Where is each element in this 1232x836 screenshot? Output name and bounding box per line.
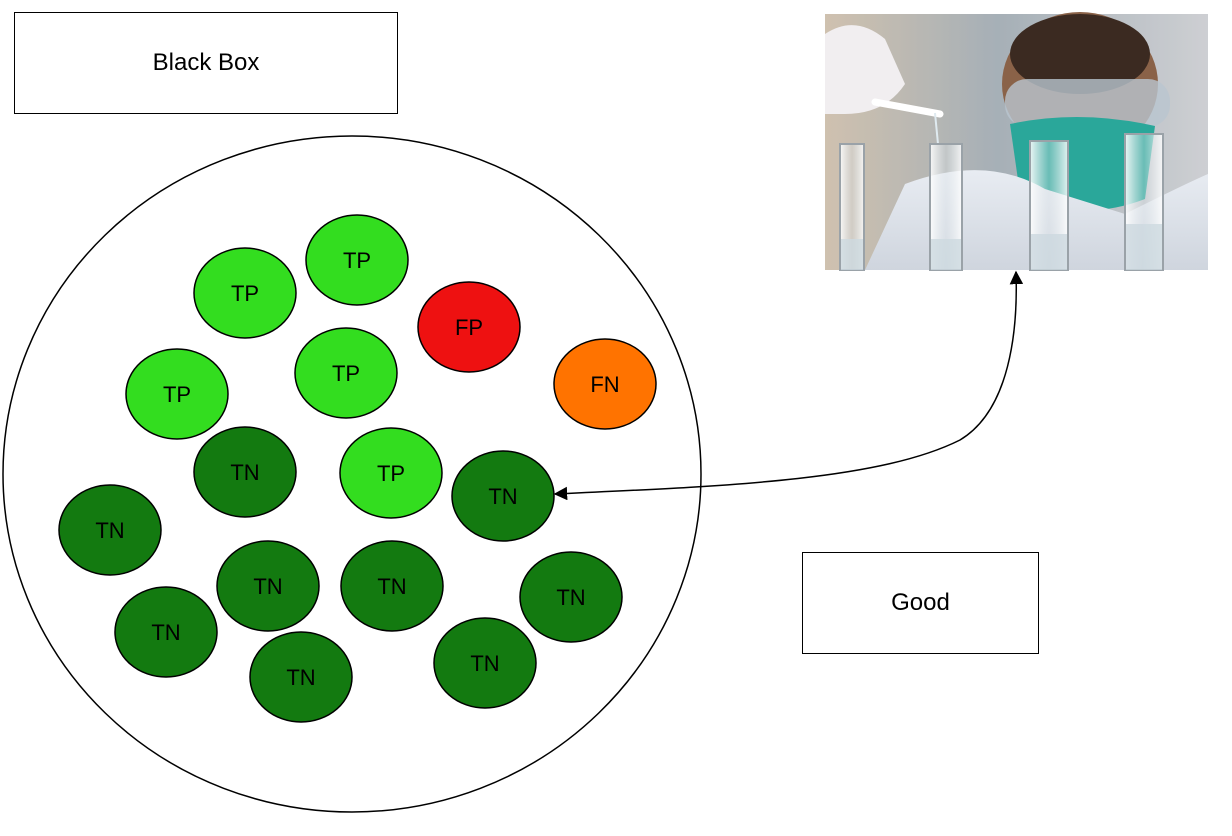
node-tp-4: TP (125, 348, 229, 440)
good-label-box: Good (802, 552, 1039, 654)
lab-photo (825, 12, 1208, 271)
node-label: TN (488, 484, 517, 509)
node-fn-1: FN (553, 338, 657, 430)
node-circle (193, 247, 297, 339)
node-circle (294, 327, 398, 419)
node-tn-2: TN (451, 450, 555, 542)
node-circle (433, 617, 537, 709)
node-label: TN (253, 574, 282, 599)
node-tp-1: TP (193, 247, 297, 339)
node-label: TP (343, 248, 371, 273)
node-label: TP (231, 281, 259, 306)
node-tp-3: TP (294, 327, 398, 419)
node-label: TN (151, 620, 180, 645)
node-circle (451, 450, 555, 542)
node-circle (114, 586, 218, 678)
node-circle (340, 540, 444, 632)
node-label: TN (95, 518, 124, 543)
node-circle (339, 427, 443, 519)
node-tn-7: TN (114, 586, 218, 678)
node-label: TP (332, 361, 360, 386)
black-box-label: Black Box (152, 49, 260, 76)
node-label: TN (377, 574, 406, 599)
node-label: TN (470, 651, 499, 676)
node-circle (58, 484, 162, 576)
node-tn-6: TN (519, 551, 623, 643)
node-tn-4: TN (216, 540, 320, 632)
node-label: TP (377, 461, 405, 486)
node-tp-5: TP (339, 427, 443, 519)
node-circle (193, 426, 297, 518)
node-tn-1: TN (193, 426, 297, 518)
node-label: FN (590, 372, 619, 397)
node-label: TN (286, 665, 315, 690)
node-tp-2: TP (305, 214, 409, 306)
node-fp-1: FP (417, 281, 521, 373)
node-circle (417, 281, 521, 373)
node-label: TP (163, 382, 191, 407)
node-circle (305, 214, 409, 306)
node-label: TN (556, 585, 585, 610)
good-label: Good (891, 589, 950, 616)
node-circle (519, 551, 623, 643)
node-circle (249, 631, 353, 723)
node-tn-3: TN (58, 484, 162, 576)
link-arrow (553, 270, 1024, 501)
node-tn-9: TN (249, 631, 353, 723)
node-tn-8: TN (433, 617, 537, 709)
node-circle (125, 348, 229, 440)
node-tn-5: TN (340, 540, 444, 632)
node-circle (216, 540, 320, 632)
nodes-layer: TP TP FP TP FN TP TN TP TN TN TN TN TN TN TN TN (58, 214, 657, 723)
node-label: TN (230, 460, 259, 485)
black-box-label-box: Black Box (14, 12, 398, 114)
node-circle (553, 338, 657, 430)
node-label: FP (455, 315, 483, 340)
